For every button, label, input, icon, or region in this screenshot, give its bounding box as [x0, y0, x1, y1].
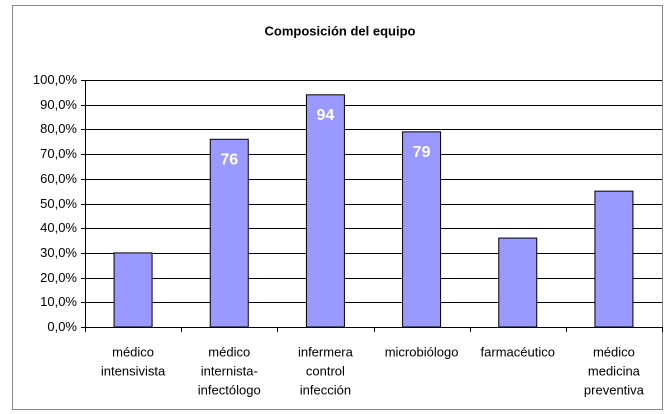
- bar: [305, 94, 345, 328]
- x-tick-label: intensivista: [101, 363, 166, 378]
- x-tick-label: infermera: [298, 344, 354, 359]
- y-tick-label: 40,0%: [40, 220, 77, 235]
- bar: [498, 237, 538, 328]
- y-tick-label: 10,0%: [40, 294, 77, 309]
- x-tick-label: médico: [593, 344, 635, 359]
- y-tick-label: 80,0%: [40, 121, 77, 136]
- x-tick-label: control: [306, 363, 345, 378]
- x-tick-label: medicina: [588, 363, 641, 378]
- y-tick-label: 20,0%: [40, 270, 77, 285]
- y-tick-label: 100,0%: [33, 72, 78, 87]
- x-tick-label: infección: [300, 382, 351, 397]
- x-tick-label: médico: [112, 344, 154, 359]
- x-tick-label: infectólogo: [198, 382, 261, 397]
- data-label: 94: [317, 107, 335, 124]
- x-tick-label: preventiva: [584, 382, 645, 397]
- y-tick-label: 60,0%: [40, 171, 77, 186]
- bar: [209, 138, 249, 328]
- x-tick-label: internista-: [201, 363, 258, 378]
- y-tick-label: 30,0%: [40, 245, 77, 260]
- chart-title: Composición del equipo: [265, 23, 416, 38]
- y-tick-label: 70,0%: [40, 146, 77, 161]
- x-tick-label: médico: [208, 344, 250, 359]
- y-tick-label: 0,0%: [47, 319, 77, 334]
- y-tick-label: 50,0%: [40, 196, 77, 211]
- bar: [594, 190, 634, 328]
- bar: [402, 131, 442, 328]
- data-label: 76: [220, 151, 238, 168]
- y-tick-label: 90,0%: [40, 97, 77, 112]
- x-tick-label: microbiólogo: [385, 344, 459, 359]
- data-label: 79: [413, 144, 431, 161]
- x-tick-label: farmacéutico: [481, 344, 555, 359]
- bar: [113, 252, 153, 328]
